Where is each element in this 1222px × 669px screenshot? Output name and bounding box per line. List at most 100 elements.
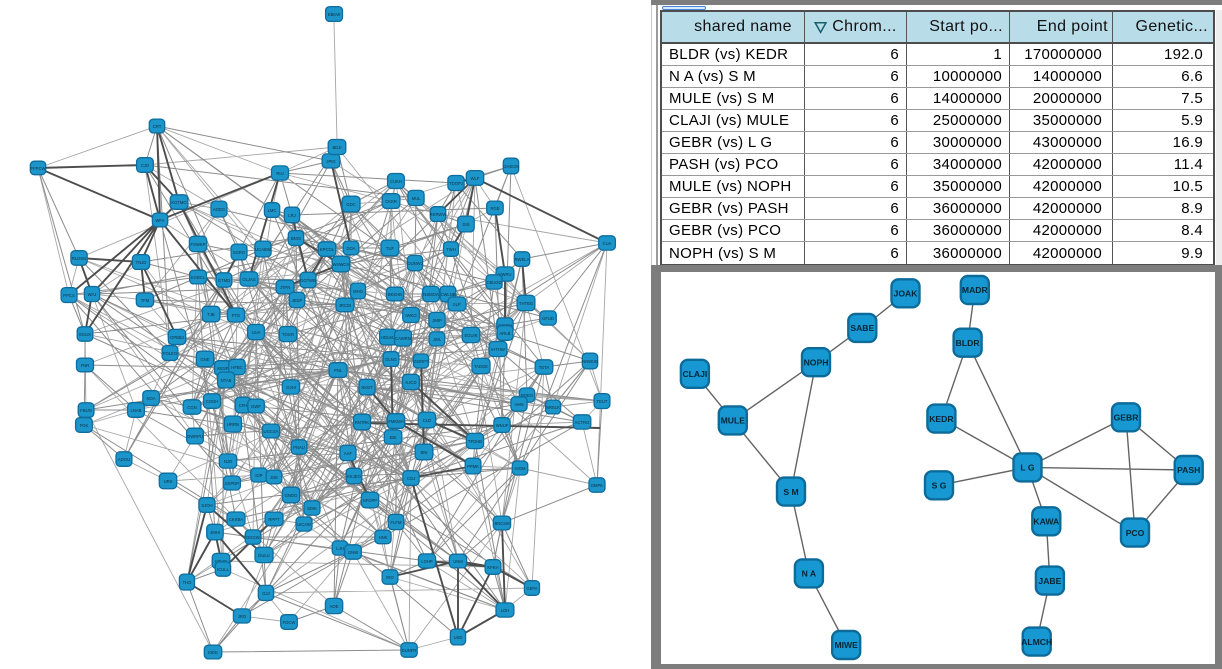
svg-text:AAF: AAF [344,451,353,456]
svg-text:UUA: UUA [252,330,261,335]
svg-text:NOA: NOA [146,396,155,401]
svg-text:JMHI: JMHI [210,530,220,535]
svg-text:UNM: UNM [453,559,463,564]
svg-text:OWRPU: OWRPU [187,434,203,439]
svg-text:CFH: CFH [239,403,248,408]
svg-text:SJOH: SJOH [201,503,212,508]
svg-text:HHN: HHN [514,402,523,407]
svg-text:FGK: FGK [80,423,89,428]
svg-text:NJO: NJO [224,459,233,464]
svg-text:WAJ: WAJ [88,292,97,297]
svg-text:OUNWJ: OUNWJ [407,261,422,266]
svg-text:KFKH: KFKH [487,565,498,570]
svg-text:CLAJI: CLAJI [682,369,707,379]
svg-text:NRELK: NRELK [546,405,560,410]
svg-text:TJB: TJB [207,312,215,317]
svg-text:HWRU: HWRU [498,272,511,277]
svg-text:MULE: MULE [721,416,746,426]
svg-text:KIEE: KIEE [208,650,218,655]
svg-text:CUKH: CUKH [390,179,402,184]
svg-text:GHSCM: GHSCM [503,164,519,169]
svg-text:KAWA: KAWA [1033,517,1059,527]
svg-text:TUF: TUF [386,246,395,251]
svg-text:AOE: AOE [330,604,339,609]
svg-text:DMPK: DMPK [591,483,603,488]
svg-text:GGTWB: GGTWB [300,278,316,283]
svg-text:BNI: BNI [421,450,428,455]
svg-text:LOHP: LOHP [421,559,433,564]
svg-text:LOH: LOH [501,608,510,613]
svg-text:CJO: CJO [141,163,150,168]
svg-text:IOP: IOP [255,473,262,478]
svg-text:JRCDI: JRCDI [339,303,351,308]
svg-text:HNK: HNK [379,535,388,540]
svg-text:RWELA: RWELA [515,257,530,262]
svg-text:OLJAS: OLJAS [242,277,255,282]
svg-text:S M: S M [783,487,798,497]
svg-text:CWLNB: CWLNB [440,292,455,297]
svg-text:THTBG: THTBG [519,301,533,306]
svg-text:DIS: DIS [463,222,470,227]
svg-text:BDJI: BDJI [332,145,341,150]
svg-text:CAWRN: CAWRN [395,336,411,341]
svg-text:GDC: GDC [346,202,355,207]
svg-text:IRO: IRO [386,575,394,580]
svg-text:TADGE: TADGE [474,364,488,369]
svg-text:OLNG: OLNG [385,357,397,362]
svg-text:HFBC: HFBC [231,365,242,370]
svg-text:L G: L G [1020,463,1034,473]
svg-text:RNTRK: RNTRK [355,420,370,425]
svg-text:ICULL: ICULL [217,567,230,572]
svg-text:URS: URS [164,479,173,484]
svg-text:CLD: CLD [423,418,431,423]
svg-text:SGRO: SGRO [233,250,246,255]
svg-text:BKKHB: BKKHB [388,292,402,297]
svg-text:PNAU: PNAU [293,445,305,450]
svg-text:FSWKP: FSWKP [191,242,206,247]
svg-text:RIU: RIU [276,171,283,176]
svg-text:RGB: RGB [490,206,499,211]
svg-text:UICAW: UICAW [297,522,311,527]
svg-text:JEDP: JEDP [292,298,303,303]
svg-text:GJJ: GJJ [262,591,269,596]
svg-text:BNGI: BNGI [291,236,301,241]
svg-text:GNE: GNE [200,357,209,362]
svg-text:MADR: MADR [962,285,989,295]
svg-text:EBKW: EBKW [328,12,340,17]
svg-text:GNOG: GNOG [285,493,298,498]
svg-text:HDLMJ: HDLMJ [381,335,395,340]
svg-text:JRO: JRO [238,614,247,619]
svg-text:N A: N A [802,569,816,579]
svg-text:ADOIJ: ADOIJ [118,457,130,462]
svg-text:DUNFR: DUNFR [402,648,417,653]
svg-text:SFOPP: SFOPP [363,498,377,503]
svg-text:UCABW: UCABW [255,247,271,252]
svg-text:HIGM: HIGM [515,466,526,471]
svg-text:MUL: MUL [412,196,422,201]
svg-text:DGGW: DGGW [246,535,260,540]
svg-text:PCO: PCO [1126,528,1145,538]
svg-text:PNL: PNL [334,368,343,373]
svg-text:GNW: GNW [348,550,358,555]
svg-text:DOA: DOA [346,246,355,251]
svg-text:IHTHW: IHTHW [491,347,505,352]
svg-text:SABE: SABE [850,323,874,333]
svg-text:CGN: CGN [187,405,196,410]
svg-text:PASH: PASH [1177,465,1200,475]
svg-text:LNAB: LNAB [131,408,142,413]
svg-text:JWL: JWL [433,337,442,342]
svg-text:TWH: TWH [446,247,456,252]
svg-text:JABE: JABE [1038,576,1061,586]
svg-text:MHO: MHO [353,289,364,294]
svg-text:WLF: WLF [471,176,480,181]
svg-text:SDIK: SDIK [307,506,317,511]
svg-text:FTG: FTG [232,313,240,318]
svg-text:TOGR: TOGR [282,332,294,337]
svg-text:TETA: TETA [539,365,550,370]
svg-text:TEUT: TEUT [597,399,608,404]
svg-text:AODG: AODG [213,207,225,212]
svg-text:GPBBJ: GPBBJ [170,335,184,340]
svg-text:WNUF: WNUF [496,423,509,428]
svg-text:GTMD: GTMD [218,278,230,283]
svg-text:TNJD: TNJD [136,260,147,265]
